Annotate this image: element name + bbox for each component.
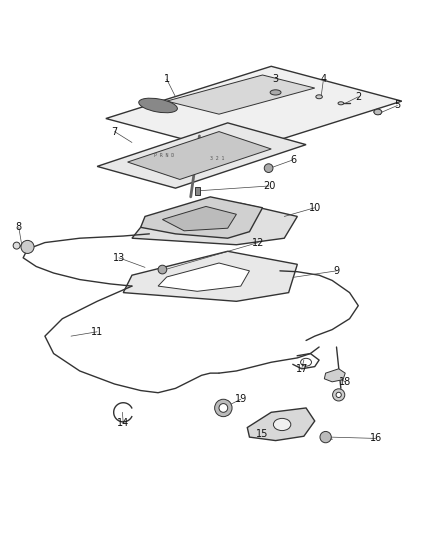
Text: 16: 16 — [370, 433, 382, 443]
Text: 18: 18 — [339, 377, 351, 387]
Circle shape — [158, 265, 167, 274]
Polygon shape — [141, 197, 262, 238]
Circle shape — [21, 240, 34, 254]
Text: 13: 13 — [113, 253, 125, 263]
Circle shape — [332, 389, 345, 401]
Polygon shape — [123, 251, 297, 301]
Text: 1: 1 — [164, 75, 170, 84]
Polygon shape — [162, 206, 237, 231]
Polygon shape — [158, 263, 250, 292]
Polygon shape — [97, 123, 306, 188]
Text: 20: 20 — [263, 181, 275, 191]
Text: 9: 9 — [333, 266, 339, 276]
Circle shape — [320, 431, 331, 443]
Text: 17: 17 — [296, 364, 308, 374]
Circle shape — [264, 164, 273, 173]
Ellipse shape — [316, 95, 322, 99]
Text: 5: 5 — [394, 100, 401, 110]
Text: 14: 14 — [117, 418, 129, 428]
Circle shape — [13, 242, 20, 249]
Polygon shape — [324, 369, 345, 382]
Polygon shape — [127, 132, 271, 180]
Polygon shape — [106, 66, 402, 154]
Text: 11: 11 — [91, 327, 103, 337]
Text: 3 2 1: 3 2 1 — [210, 156, 225, 161]
Text: 12: 12 — [252, 238, 265, 247]
Ellipse shape — [374, 109, 382, 115]
Text: 3: 3 — [272, 75, 279, 84]
Circle shape — [215, 399, 232, 417]
Text: 2: 2 — [355, 92, 361, 102]
Ellipse shape — [273, 418, 291, 431]
Circle shape — [336, 392, 341, 398]
Text: 8: 8 — [16, 222, 22, 232]
Ellipse shape — [270, 90, 281, 95]
Bar — [195, 187, 200, 195]
Polygon shape — [132, 204, 297, 245]
Polygon shape — [167, 75, 315, 114]
Ellipse shape — [338, 102, 344, 105]
Circle shape — [219, 403, 228, 413]
Text: 15: 15 — [256, 429, 268, 439]
Text: 4: 4 — [320, 75, 326, 84]
Text: 6: 6 — [290, 155, 296, 165]
Text: 7: 7 — [111, 126, 118, 136]
Polygon shape — [247, 408, 315, 441]
Text: 10: 10 — [309, 203, 321, 213]
Text: 19: 19 — [235, 394, 247, 404]
Ellipse shape — [139, 98, 177, 113]
Text: P R N D: P R N D — [154, 154, 174, 158]
